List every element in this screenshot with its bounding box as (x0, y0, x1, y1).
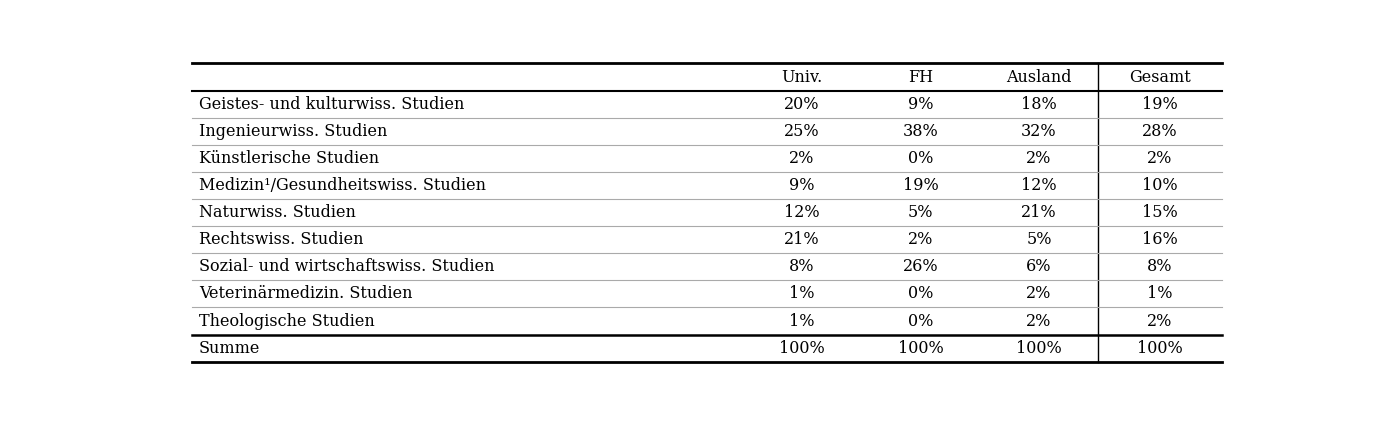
Text: 100%: 100% (779, 340, 825, 357)
Text: Gesamt: Gesamt (1129, 69, 1191, 85)
Text: 38%: 38% (903, 123, 938, 140)
Text: 25%: 25% (785, 123, 821, 140)
Text: 12%: 12% (1022, 177, 1056, 194)
Text: Ausland: Ausland (1007, 69, 1071, 85)
Text: 100%: 100% (1016, 340, 1062, 357)
Text: 6%: 6% (1026, 258, 1052, 275)
Text: 9%: 9% (907, 96, 934, 113)
Text: 100%: 100% (1138, 340, 1183, 357)
Text: Medizin¹/Gesundheitswiss. Studien: Medizin¹/Gesundheitswiss. Studien (199, 177, 485, 194)
Text: 2%: 2% (907, 231, 934, 248)
Text: 32%: 32% (1022, 123, 1056, 140)
Text: 0%: 0% (907, 150, 934, 167)
Text: 2%: 2% (1147, 150, 1172, 167)
Text: 18%: 18% (1020, 96, 1056, 113)
Text: 28%: 28% (1142, 123, 1178, 140)
Text: 2%: 2% (1026, 312, 1052, 330)
Text: FH: FH (907, 69, 934, 85)
Text: 19%: 19% (903, 177, 938, 194)
Text: 19%: 19% (1142, 96, 1178, 113)
Text: 5%: 5% (907, 204, 934, 221)
Text: 21%: 21% (785, 231, 821, 248)
Text: 8%: 8% (789, 258, 815, 275)
Text: Summe: Summe (199, 340, 261, 357)
Text: 100%: 100% (898, 340, 943, 357)
Text: 21%: 21% (1022, 204, 1056, 221)
Text: Univ.: Univ. (782, 69, 823, 85)
Text: Theologische Studien: Theologische Studien (199, 312, 375, 330)
Text: 5%: 5% (1026, 231, 1052, 248)
Text: 15%: 15% (1142, 204, 1178, 221)
Text: 2%: 2% (789, 150, 815, 167)
Text: 2%: 2% (1147, 312, 1172, 330)
Text: 1%: 1% (1147, 285, 1172, 302)
Text: Naturwiss. Studien: Naturwiss. Studien (199, 204, 356, 221)
Text: Ingenieurwiss. Studien: Ingenieurwiss. Studien (199, 123, 387, 140)
Text: 0%: 0% (907, 312, 934, 330)
Text: 26%: 26% (903, 258, 938, 275)
Text: Veterinärmedizin. Studien: Veterinärmedizin. Studien (199, 285, 412, 302)
Text: 12%: 12% (785, 204, 821, 221)
Text: Geistes- und kulturwiss. Studien: Geistes- und kulturwiss. Studien (199, 96, 465, 113)
Text: 20%: 20% (785, 96, 819, 113)
Text: 9%: 9% (789, 177, 815, 194)
Text: Sozial- und wirtschaftswiss. Studien: Sozial- und wirtschaftswiss. Studien (199, 258, 495, 275)
Text: 1%: 1% (789, 312, 815, 330)
Text: 1%: 1% (789, 285, 815, 302)
Text: 0%: 0% (907, 285, 934, 302)
Text: Rechtswiss. Studien: Rechtswiss. Studien (199, 231, 364, 248)
Text: 8%: 8% (1147, 258, 1172, 275)
Text: 2%: 2% (1026, 285, 1052, 302)
Text: 16%: 16% (1142, 231, 1178, 248)
Text: 2%: 2% (1026, 150, 1052, 167)
Text: 10%: 10% (1142, 177, 1178, 194)
Text: Künstlerische Studien: Künstlerische Studien (199, 150, 379, 167)
